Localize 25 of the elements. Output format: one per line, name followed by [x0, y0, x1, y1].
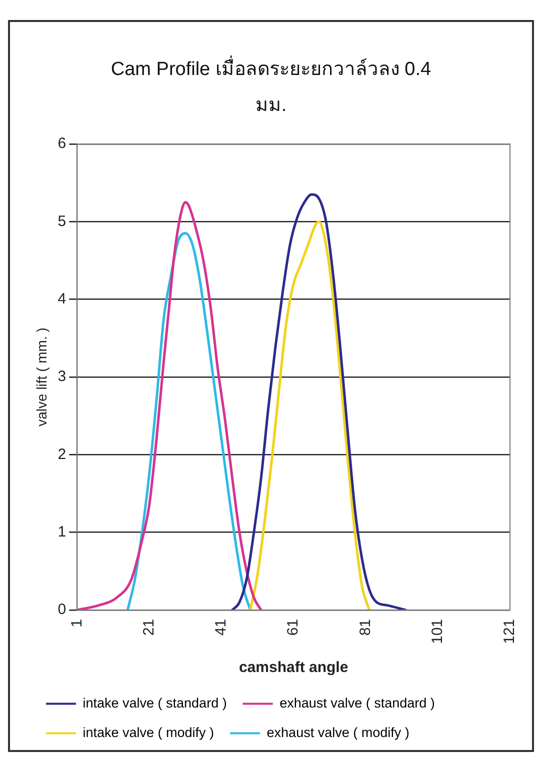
legend-label: exhaust valve ( modify )	[266, 724, 410, 740]
y-tick-label: 0	[58, 601, 66, 618]
x-tick-label: 121	[501, 618, 518, 644]
x-tick-label: 101	[429, 618, 446, 644]
y-tick-label: 2	[58, 446, 66, 463]
y-tick-label: 6	[58, 135, 66, 152]
x-axis-title: camshaft angle	[238, 659, 348, 676]
y-tick-label: 5	[58, 212, 66, 230]
y-tick-label: 1	[58, 523, 66, 540]
y-tick-label: 4	[58, 290, 66, 308]
line-series	[231, 193, 407, 610]
legend-label: intake valve ( standard )	[82, 695, 227, 710]
line-series	[249, 220, 371, 610]
legend-label: exhaust valve ( standard )	[280, 695, 435, 710]
x-tick-label: 61	[284, 618, 302, 636]
x-tick-label: 41	[212, 618, 230, 636]
x-tick-label: 21	[140, 618, 158, 636]
line-series	[126, 232, 252, 610]
x-tick-label: 81	[356, 618, 374, 636]
y-axis-title: valve lift ( mm. )	[33, 328, 50, 426]
legend-label: intake valve ( modify )	[82, 724, 214, 740]
line-series	[77, 200, 262, 610]
x-tick-label: 1	[68, 618, 86, 628]
y-tick-label: 3	[58, 368, 66, 386]
chart-title: Cam Profile เมื่อลดระยะยกวาล์วลง 0.4 มม.	[110, 54, 432, 118]
